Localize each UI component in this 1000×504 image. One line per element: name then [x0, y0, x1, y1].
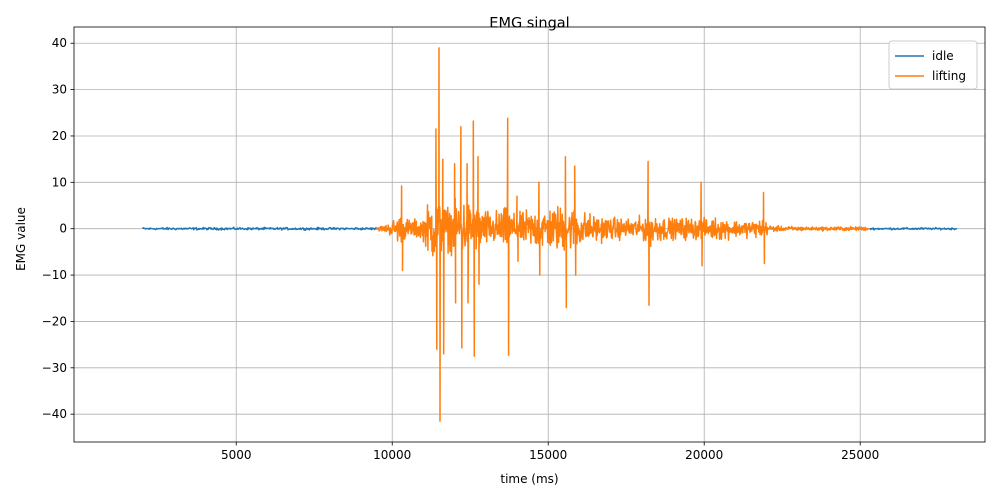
- legend-box: [888, 40, 978, 90]
- series-idle-line: [142, 226, 378, 231]
- legend: idle lifting: [888, 40, 978, 90]
- series-lifting-line: [376, 47, 870, 422]
- axis-ticks: 5000 10000 15000 20000 25000 −40 −30 −20 −10 0 10 2…: [42, 36, 880, 462]
- y-tick-label: 20: [52, 129, 67, 143]
- x-tick-label: 10000: [373, 448, 411, 462]
- chart-title: EMG singal: [489, 16, 569, 32]
- y-tick-label: −10: [42, 268, 67, 282]
- y-tick-label: −20: [42, 314, 67, 328]
- y-tick-label: −40: [42, 407, 67, 421]
- x-tick-label: 5000: [221, 448, 252, 462]
- x-tick-label: 15000: [529, 448, 567, 462]
- y-tick-label: 0: [59, 222, 67, 236]
- plot-frame: [73, 26, 986, 443]
- x-axis-label: time (ms): [500, 472, 558, 486]
- plot-area: [142, 47, 958, 422]
- y-tick-label: 30: [52, 83, 67, 97]
- x-tick-label: 20000: [685, 448, 723, 462]
- x-tick-label: 25000: [841, 448, 879, 462]
- y-tick-label: −30: [42, 361, 67, 375]
- legend-label-lifting: lifting: [932, 69, 966, 83]
- y-axis-label: EMG value: [14, 207, 28, 271]
- grid: [74, 27, 985, 442]
- legend-label-idle: idle: [932, 49, 954, 63]
- series-idle-line: [869, 226, 958, 231]
- y-tick-label: 10: [52, 175, 67, 189]
- y-tick-label: 40: [52, 36, 67, 50]
